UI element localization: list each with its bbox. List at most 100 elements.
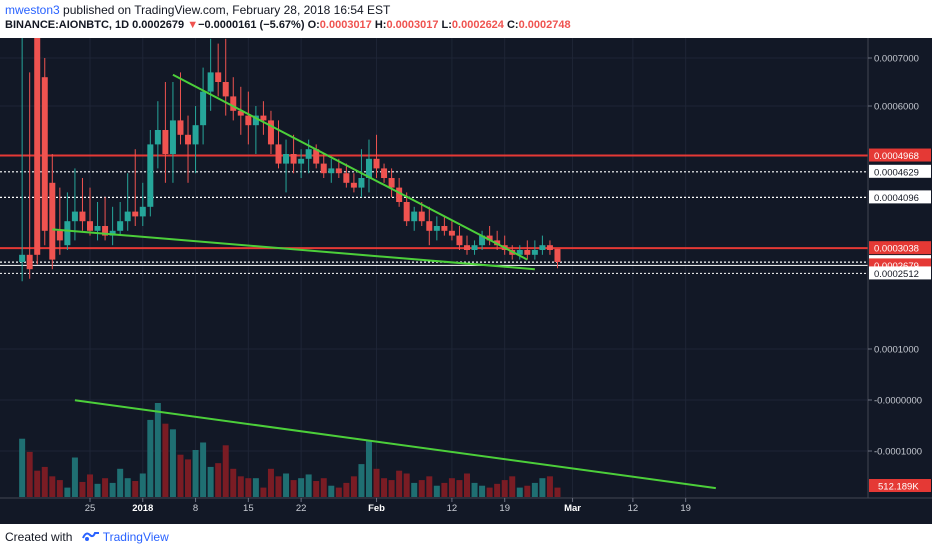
candle-down (56, 230, 63, 241)
candle-up (207, 72, 214, 92)
volume-bar (41, 466, 48, 497)
date-tick-label: 25 (85, 503, 96, 514)
volume-bar (260, 487, 267, 497)
volume-bar (320, 478, 327, 497)
volume-bar (79, 481, 86, 497)
author-link[interactable]: mweston3 (5, 3, 60, 17)
candle-up (305, 149, 312, 159)
symbol-label: BINANCE:AIONBTC, 1D (5, 19, 130, 31)
open-value: 0.0003017 (319, 19, 372, 31)
candle-down (215, 72, 222, 82)
volume-bar (87, 474, 93, 497)
candle-down (237, 110, 244, 116)
volume-bar (132, 481, 139, 497)
candle-down (79, 211, 86, 222)
volume-bar (19, 438, 26, 497)
candle-down (230, 96, 237, 111)
candle-up (117, 221, 124, 231)
candle-down (343, 173, 350, 183)
volume-bar (305, 474, 312, 497)
volume-bar (418, 480, 425, 497)
volume-bar (546, 476, 553, 497)
date-tick-label: 19 (499, 503, 510, 514)
volume-bar (222, 445, 229, 497)
candle-up (154, 130, 161, 145)
volume-bar (335, 487, 342, 497)
price-label: 0.0002679 (874, 261, 919, 272)
date-tick-label: 12 (447, 503, 458, 514)
candle-up (433, 226, 440, 231)
candle-down (87, 221, 93, 231)
volume-bar (117, 468, 124, 497)
volume-bar (56, 480, 63, 497)
price-label-box (869, 190, 931, 204)
tradingview-logo-icon[interactable] (81, 530, 100, 545)
candle-up (200, 91, 207, 126)
candle-down (403, 202, 410, 222)
volume-bar (531, 482, 538, 497)
volume-trendline (74, 399, 716, 490)
high-value: 0.0003017 (386, 19, 439, 31)
candle-up (365, 158, 372, 178)
candle-down (26, 254, 33, 270)
date-axis (0, 498, 932, 524)
date-tick-label: 2018 (132, 503, 153, 514)
candle-up (109, 230, 116, 236)
volume-bar (471, 482, 478, 497)
volume-bar (403, 473, 410, 497)
volume-bar (154, 403, 161, 497)
volume-bar (350, 476, 357, 497)
volume-bar (207, 466, 214, 497)
candle-up (192, 125, 199, 145)
candle-down (102, 226, 109, 236)
candlestick-chart[interactable]: 0.0007000 0.0006000 0.0001000 -0.0000000 -0.… (0, 38, 932, 524)
date-tick-label: 22 (296, 503, 307, 514)
chart-header: mweston3 published on TradingView.com, F… (0, 0, 932, 38)
volume-bar (516, 487, 523, 497)
candle-up (539, 245, 546, 250)
candle-down (441, 226, 448, 231)
volume-bar (252, 478, 259, 497)
volume-bar (464, 473, 470, 497)
volume-bar (509, 476, 516, 497)
volume-bar (139, 473, 146, 497)
tradingview-brand-link[interactable]: TradingView (102, 530, 169, 544)
candle-up (19, 254, 26, 262)
volume-bar (456, 480, 463, 497)
volume-bar (448, 478, 455, 497)
candle-down (448, 230, 455, 236)
price-label: 0.0004968 (874, 151, 919, 162)
candle-down (426, 221, 433, 231)
candle-up (283, 154, 290, 164)
volume-bar (200, 442, 207, 497)
candle-up (147, 144, 154, 207)
volume-bar (290, 480, 297, 497)
date-tick-label: Mar (564, 503, 581, 514)
volume-bar (185, 459, 192, 497)
candle-down (245, 115, 252, 126)
date-tick-label: 8 (193, 503, 198, 514)
volume-bar (479, 485, 486, 497)
candle-up (124, 211, 131, 222)
candle-up (298, 158, 305, 164)
candle-up (94, 226, 101, 231)
candle-up (531, 250, 538, 255)
candle-down (373, 158, 380, 169)
candle-down (185, 134, 192, 145)
publish-line: mweston3 published on TradingView.com, F… (5, 3, 390, 17)
candle-down (396, 187, 403, 202)
volume-bar (26, 451, 33, 497)
candle-down (335, 168, 342, 174)
candle-down (486, 235, 493, 241)
low-value: 0.0002624 (451, 19, 504, 31)
high-label: H: (374, 19, 387, 31)
price-tick-label: -0.0001000 (874, 447, 922, 458)
candle-up (516, 250, 523, 255)
date-tick-label: 12 (628, 503, 639, 514)
volume-bar (396, 470, 403, 497)
volume-bar (192, 450, 199, 497)
volume-bar (554, 487, 561, 497)
volume-bar (486, 487, 493, 497)
price-tick-label: -0.0000000 (874, 396, 922, 407)
candle-down (388, 178, 395, 188)
